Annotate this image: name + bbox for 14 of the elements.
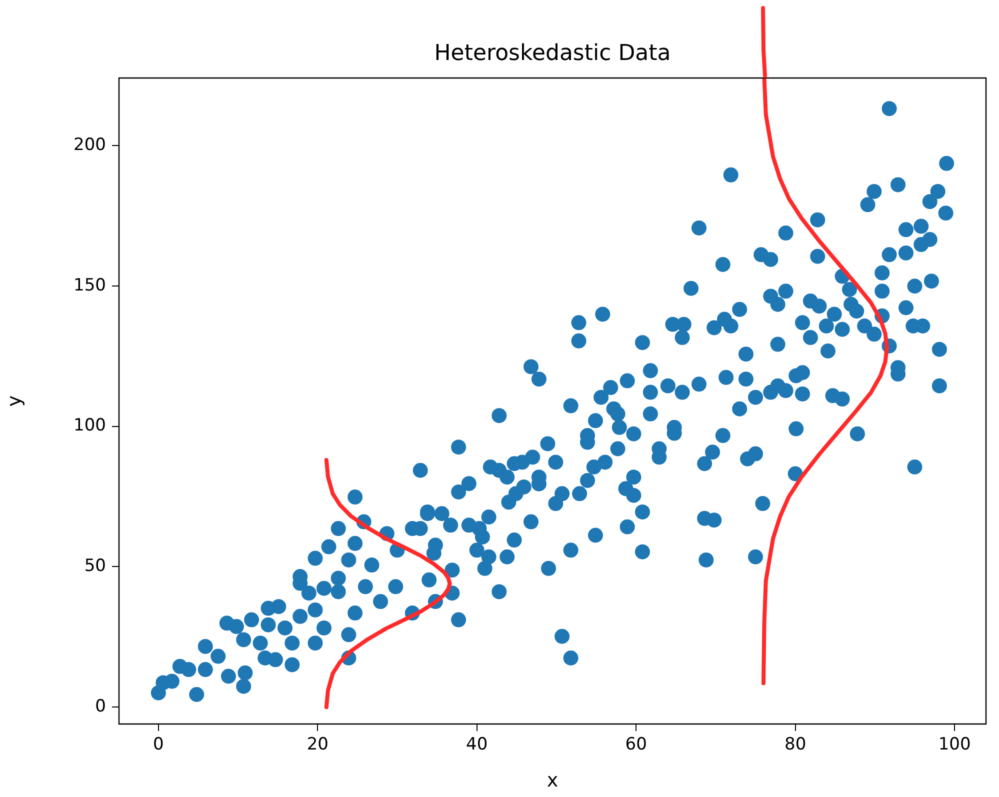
x-tick-label: 60 bbox=[625, 734, 647, 755]
y-tick-label: 200 bbox=[74, 134, 106, 155]
y-axis-title: y bbox=[3, 395, 26, 407]
x-axis-title: x bbox=[546, 770, 558, 792]
x-tick-label: 0 bbox=[152, 734, 164, 755]
x-tick-label: 100 bbox=[938, 734, 971, 755]
chart-title: Heteroskedastic Data bbox=[434, 41, 671, 66]
x-tick-label: 80 bbox=[784, 734, 806, 755]
y-tick-label: 100 bbox=[74, 416, 106, 436]
y-tick-label: 150 bbox=[74, 275, 106, 296]
y-tick-label: 50 bbox=[84, 556, 106, 576]
x-tick-label: 40 bbox=[466, 734, 488, 755]
y-tick-label: 0 bbox=[95, 696, 106, 717]
x-tick-label: 20 bbox=[306, 734, 328, 755]
